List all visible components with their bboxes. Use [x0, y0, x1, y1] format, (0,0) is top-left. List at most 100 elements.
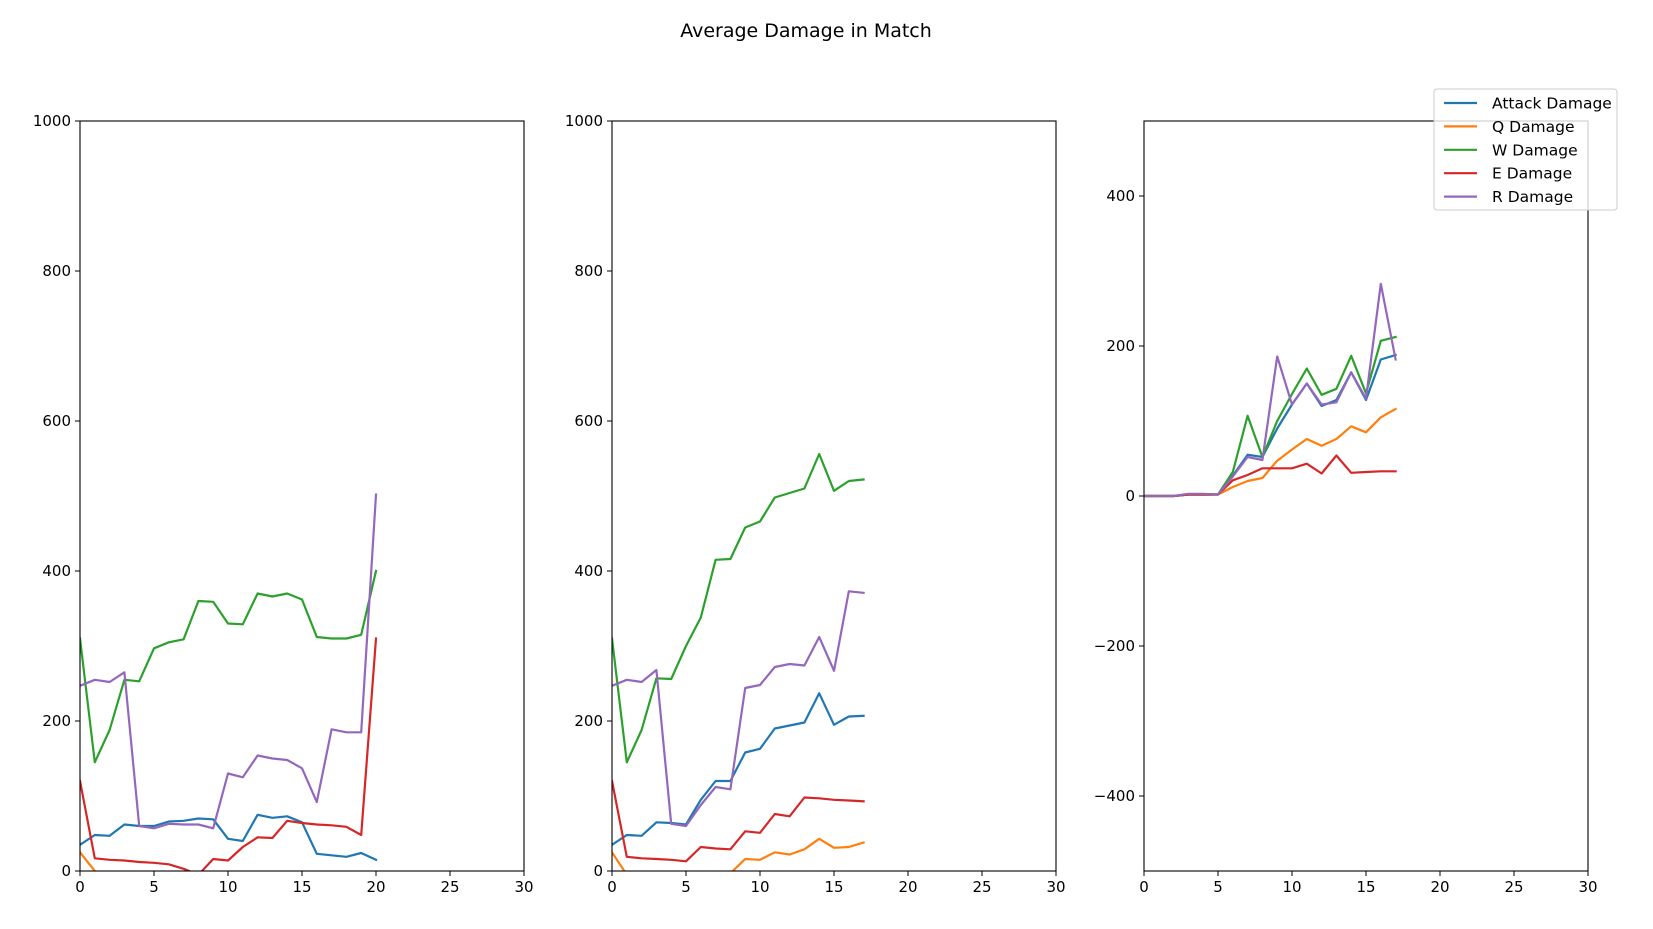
legend-entry-e-damage: E Damage: [1444, 165, 1572, 183]
series-line-e-damage: [1144, 454, 1397, 498]
y-tick-label: 400: [574, 562, 603, 580]
x-tick-label: 25: [1504, 878, 1523, 896]
y-tick-label: 1000: [33, 112, 71, 130]
x-tick-label: 10: [750, 878, 769, 896]
y-tick-label: 200: [1106, 337, 1135, 355]
x-tick: 15: [1356, 871, 1376, 896]
y-tick: 1000: [33, 112, 80, 130]
x-tick-label: 0: [75, 878, 85, 896]
legend-entry-r-damage: R Damage: [1444, 188, 1573, 206]
legend-label: Attack Damage: [1492, 95, 1612, 113]
series-line-r-damage: [612, 590, 865, 828]
y-tick: 800: [574, 262, 612, 280]
legend-label: E Damage: [1492, 165, 1572, 183]
x-tick-label: 30: [514, 878, 533, 896]
x-tick: 25: [440, 871, 460, 896]
legend-label: Q Damage: [1492, 118, 1575, 136]
y-tick: 400: [574, 562, 612, 580]
y-tick: 200: [42, 712, 80, 730]
series-line-r-damage: [80, 493, 378, 830]
x-tick: 5: [1213, 871, 1223, 896]
legend-entry-q-damage: Q Damage: [1444, 118, 1575, 136]
y-tick: −200: [1094, 637, 1144, 655]
x-tick-label: 20: [1430, 878, 1449, 896]
x-tick-label: 20: [898, 878, 917, 896]
y-tick: 200: [574, 712, 612, 730]
subplot-1: 0 5 10 15 20 25 30 0 200 400 600 800 1000: [33, 112, 534, 896]
axes-frame: [1143, 120, 1589, 872]
x-tick: 25: [1504, 871, 1524, 896]
legend-label: W Damage: [1492, 141, 1578, 159]
x-tick-label: 5: [681, 878, 691, 896]
y-tick: 0: [1125, 487, 1144, 505]
series-line-w-damage: [612, 452, 865, 764]
x-tick: 5: [681, 871, 691, 896]
x-tick-label: 0: [1139, 878, 1149, 896]
x-tick-label: 30: [1046, 878, 1065, 896]
series-line-attack-damage: [80, 813, 378, 862]
x-tick: 30: [514, 871, 534, 896]
y-tick: 400: [42, 562, 80, 580]
x-tick: 10: [1282, 871, 1302, 896]
y-tick-label: 400: [42, 562, 71, 580]
x-tick-label: 25: [972, 878, 991, 896]
axes-frame: [611, 120, 1057, 872]
y-tick-label: 0: [61, 862, 71, 880]
legend-frame: [1433, 88, 1618, 211]
axes-frame: [79, 120, 525, 872]
plot-area: [80, 493, 378, 871]
y-tick-label: 0: [1125, 487, 1135, 505]
series-line-q-damage: [612, 837, 865, 871]
series-line-q-damage: [1144, 407, 1398, 498]
legend: Attack Damage Q Damage W Damage E Damage R D…: [1433, 88, 1618, 211]
y-tick: 600: [42, 412, 80, 430]
series-line-e-damage: [80, 637, 378, 871]
y-tick-label: 800: [42, 262, 71, 280]
series-line-q-damage: [80, 850, 97, 871]
x-tick-label: 10: [218, 878, 237, 896]
x-tick-label: 5: [1213, 878, 1223, 896]
subplot-2: 0 5 10 15 20 25 30 0 200 400 600 800 1000: [565, 112, 1066, 896]
series-line-e-damage: [612, 779, 865, 863]
y-tick: 0: [61, 862, 80, 880]
y-tick: 200: [1106, 337, 1144, 355]
y-tick-label: 800: [574, 262, 603, 280]
x-tick: 5: [149, 871, 159, 896]
y-tick-label: 400: [1106, 187, 1135, 205]
x-tick-label: 25: [440, 878, 459, 896]
y-tick-label: −400: [1094, 787, 1135, 805]
y-tick: −400: [1094, 787, 1144, 805]
y-tick: 1000: [565, 112, 612, 130]
series-line-attack-damage: [1144, 353, 1397, 498]
x-tick: 10: [750, 871, 770, 896]
x-tick: 25: [972, 871, 992, 896]
x-tick-label: 30: [1578, 878, 1597, 896]
y-tick-label: −200: [1094, 637, 1135, 655]
x-tick: 20: [898, 871, 918, 896]
x-tick: 15: [824, 871, 844, 896]
plot-area: [1144, 282, 1398, 498]
figure-title: Average Damage in Match: [680, 20, 932, 42]
x-tick-label: 5: [149, 878, 159, 896]
x-tick: 15: [292, 871, 312, 896]
y-tick: 400: [1106, 187, 1144, 205]
x-tick-label: 15: [824, 878, 843, 896]
x-tick: 30: [1578, 871, 1598, 896]
y-tick-label: 1000: [565, 112, 603, 130]
x-tick: 30: [1046, 871, 1066, 896]
x-tick: 20: [366, 871, 386, 896]
x-tick: 0: [75, 871, 85, 896]
legend-entry-attack-damage: Attack Damage: [1444, 95, 1612, 113]
y-tick-label: 200: [42, 712, 71, 730]
x-tick-label: 0: [607, 878, 617, 896]
legend-entry-w-damage: W Damage: [1444, 141, 1578, 159]
x-tick-label: 15: [1356, 878, 1375, 896]
y-tick: 600: [574, 412, 612, 430]
x-tick-label: 10: [1282, 878, 1301, 896]
subplot-3: 0 5 10 15 20 25 30 −400 −200 0 200 400: [1094, 120, 1598, 896]
y-tick-label: 0: [593, 862, 603, 880]
series-line-r-damage: [1144, 282, 1397, 498]
legend-label: R Damage: [1492, 188, 1573, 206]
y-tick: 800: [42, 262, 80, 280]
